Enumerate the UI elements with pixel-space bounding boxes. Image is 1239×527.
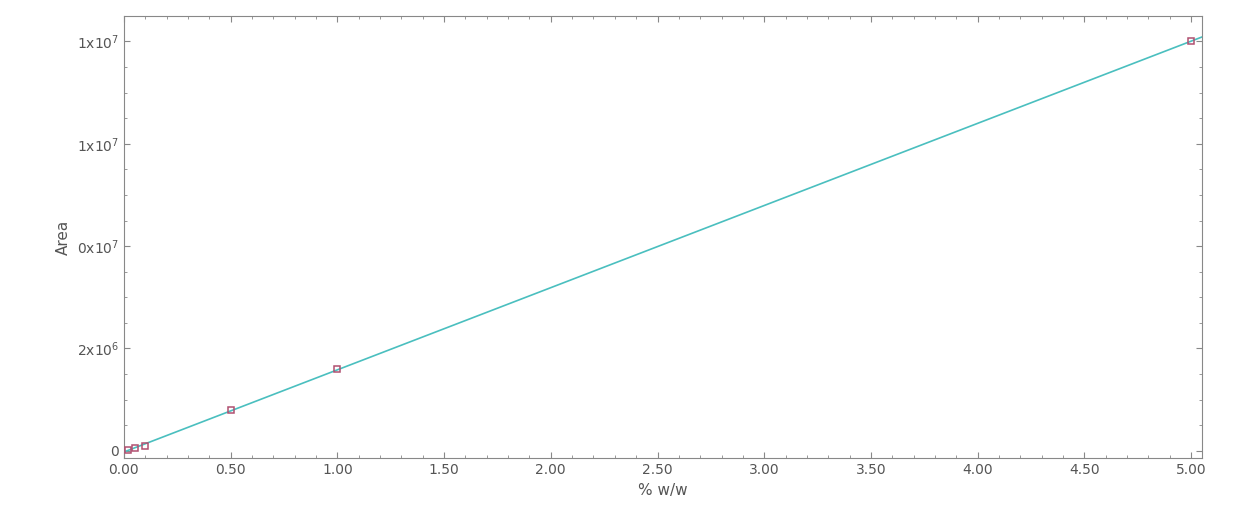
X-axis label: % w/w: % w/w <box>638 483 688 498</box>
Y-axis label: Area: Area <box>56 220 71 255</box>
